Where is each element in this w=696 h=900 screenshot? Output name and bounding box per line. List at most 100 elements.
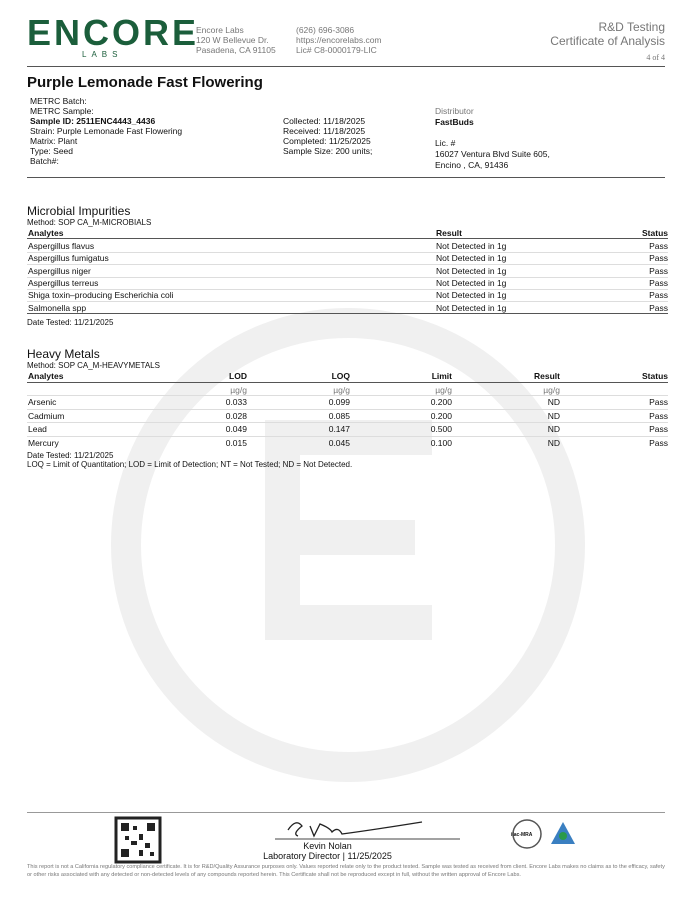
cell: Not Detected in 1g — [436, 302, 507, 313]
distributor-name: FastBuds — [435, 117, 474, 127]
rule — [27, 313, 668, 314]
column-header: Result — [534, 371, 560, 381]
cell: 0.033 — [225, 397, 247, 407]
report-title: Certificate of Analysis — [550, 34, 665, 48]
logo-sub: LABS — [82, 50, 123, 59]
divider — [27, 812, 665, 813]
cell: Pass — [649, 438, 668, 449]
row-rule — [27, 395, 668, 396]
cell: 0.099 — [328, 397, 350, 407]
sample-date: Collected: 11/18/2025 — [283, 116, 366, 126]
cell: Not Detected in 1g — [436, 290, 507, 301]
date-tested: Date Tested: 11/21/2025 — [27, 318, 114, 327]
row-rule — [27, 422, 668, 424]
sample-date: Completed: 11/25/2025 — [283, 136, 371, 146]
cell: 0.028 — [225, 410, 247, 421]
contact-line: (626) 696-3086 — [296, 25, 355, 35]
cell: 0.500 — [430, 424, 452, 435]
unit: µg/g — [333, 385, 350, 395]
cell: 0.147 — [328, 424, 350, 435]
sample-title: Purple Lemonade Fast Flowering — [27, 74, 263, 91]
cell: Not Detected in 1g — [436, 265, 507, 276]
cell: Pass — [649, 253, 668, 264]
page-number: 4 of 4 — [646, 53, 665, 62]
cell: 0.200 — [430, 410, 452, 421]
address: 16027 Ventura Blvd Suite 605, Encino , CA… — [435, 149, 550, 171]
unit: µg/g — [230, 385, 247, 395]
column-header: Limit — [431, 371, 452, 381]
unit: µg/g — [543, 385, 560, 395]
accreditation: ilac-MRA — [511, 832, 533, 838]
row-rule — [27, 436, 668, 438]
cell: Arsenic — [28, 397, 57, 407]
cell: ND — [547, 410, 560, 421]
cell: 0.049 — [225, 424, 247, 435]
column-header: Status — [642, 371, 668, 381]
signer-role: Laboratory Director | 11/25/2025 — [263, 851, 392, 861]
sample-info: METRC Batch: METRC Sample: Sample ID: 2511… — [30, 96, 182, 166]
method: Method: SOP CA_M-HEAVYMETALS — [27, 361, 160, 370]
cell: 0.085 — [328, 410, 350, 421]
cell: Pass — [649, 424, 668, 435]
cell: Not Detected in 1g — [436, 253, 507, 264]
row-rule — [27, 276, 668, 278]
contact-line: https://encorelabs.com — [296, 35, 382, 45]
divider — [27, 66, 665, 67]
signer: Kevin Nolan — [303, 841, 352, 851]
footnote: LOQ = Limit of Quantitation; LOD = Limit… — [27, 460, 353, 469]
cell: 0.015 — [225, 438, 247, 449]
cell: ND — [547, 438, 560, 449]
cell: Pass — [649, 397, 668, 407]
sample-line: METRC Batch: — [30, 96, 87, 106]
sample-line: Strain: Purple Lemonade Fast Flowering — [30, 126, 183, 136]
row-rule — [27, 288, 668, 290]
cell: Not Detected in 1g — [436, 241, 507, 251]
address-line: 16027 Ventura Blvd Suite 605, — [435, 149, 550, 159]
cell: ND — [547, 424, 560, 435]
contact-line: Lic# C8-0000179-LIC — [296, 45, 377, 55]
row-rule — [27, 264, 668, 266]
cell: 0.045 — [328, 438, 350, 449]
license: Lic. # — [435, 138, 456, 148]
cell: Pass — [649, 241, 668, 251]
distributor-label: Distributor — [435, 106, 474, 116]
cell: Mercury — [28, 438, 59, 449]
cell: 0.200 — [430, 397, 452, 407]
sample-dates: Collected: 11/18/2025 Received: 11/18/202… — [283, 116, 372, 156]
date-tested: Date Tested: 11/21/2025 — [27, 451, 114, 460]
cell: Salmonella spp — [28, 302, 87, 313]
rule — [27, 238, 668, 239]
column-header: Analytes — [28, 371, 64, 381]
section-title: Heavy Metals — [27, 347, 100, 361]
column-header: LOD — [229, 371, 247, 381]
company-line: Encore Labs — [196, 25, 244, 35]
cell: Cadmium — [28, 410, 65, 421]
report-type: R&D Testing — [598, 20, 665, 34]
cell: Aspergillus fumigatus — [28, 253, 109, 264]
company-line: 120 W Bellevue Dr. — [196, 35, 269, 45]
cell: 0.100 — [430, 438, 452, 449]
sample-line: Type: Seed — [30, 146, 74, 156]
disclaimer: This report is not a California regulato… — [27, 864, 665, 878]
cell: Pass — [649, 277, 668, 288]
sample-line: Batch#: — [30, 156, 59, 166]
cell: Aspergillus terreus — [28, 277, 99, 288]
row-rule — [27, 301, 668, 303]
cell: Lead — [28, 424, 47, 435]
sample-line: Matrix: Plant — [30, 136, 78, 146]
cell: ND — [547, 397, 560, 407]
cell: Aspergillus flavus — [28, 241, 95, 251]
row-rule — [27, 252, 668, 253]
row-rule — [27, 408, 668, 410]
sample-date: Sample Size: 200 units; — [283, 146, 373, 156]
divider — [27, 177, 665, 178]
contact: (626) 696-3086 https://encorelabs.com Lic#… — [296, 25, 382, 55]
cell: Not Detected in 1g — [436, 277, 507, 288]
column-header: LOQ — [331, 371, 350, 381]
cell: Pass — [649, 410, 668, 421]
rule — [27, 382, 668, 383]
cell: Pass — [649, 290, 668, 301]
address-line: Encino , CA, 91436 — [435, 160, 509, 170]
